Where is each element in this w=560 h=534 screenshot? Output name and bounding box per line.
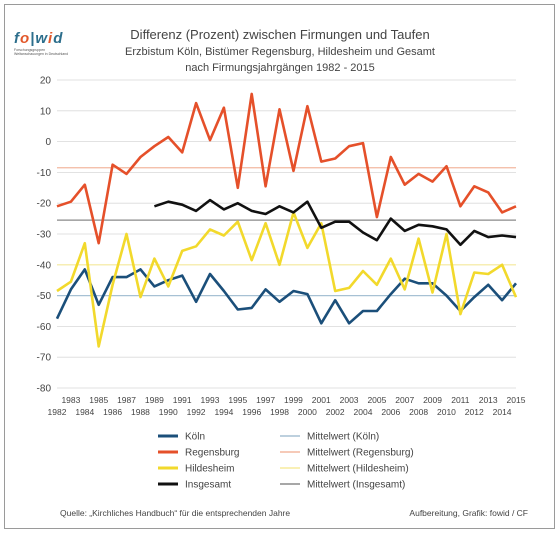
fowid-logo: fo|wid Forschungsgruppen Weltanschauunge…: [14, 30, 74, 56]
legend-label: Mittelwert (Hildesheim): [307, 464, 409, 475]
y-tick-label: -10: [37, 168, 52, 179]
y-tick-label: 0: [45, 137, 51, 148]
x-tick-label: 2004: [354, 407, 373, 417]
legend-label: Mittelwert (Insgesamt): [307, 480, 405, 491]
legend-label: Insgesamt: [185, 480, 231, 491]
logo-wordmark: fo|wid: [14, 30, 64, 47]
y-tick-label: -80: [37, 384, 52, 395]
y-tick-label: -40: [37, 260, 52, 271]
x-tick-label: 1995: [228, 395, 247, 405]
x-tick-label: 1984: [75, 407, 94, 417]
chart-title: Differenz (Prozent) zwischen Firmungen u…: [130, 27, 430, 42]
x-tick-label: 2002: [326, 407, 345, 417]
x-tick-label: 1994: [214, 407, 233, 417]
x-tick-label: 1999: [284, 395, 303, 405]
x-tick-label: 1998: [270, 407, 289, 417]
series-line: [55, 268, 518, 325]
x-tick-label: 2014: [493, 407, 512, 417]
x-tick-label: 1993: [201, 395, 220, 405]
chart-frame: [4, 4, 555, 529]
series-line: [153, 198, 517, 247]
x-tick-label: 2005: [367, 395, 386, 405]
x-tick-label: 1989: [145, 395, 164, 405]
series-line: [56, 92, 517, 245]
x-tick-label: 1996: [242, 407, 261, 417]
x-tick-label: 2006: [381, 407, 400, 417]
x-tick-label: 2001: [312, 395, 331, 405]
x-tick-label: 2015: [507, 395, 526, 405]
x-tick-label: 1985: [89, 395, 108, 405]
x-tick-label: 1986: [103, 407, 122, 417]
chart-subtitle-2: nach Firmungsjahrgängen 1982 - 2015: [185, 62, 375, 74]
legend-label: Köln: [185, 432, 205, 443]
x-tick-label: 2000: [298, 407, 317, 417]
x-tick-label: 2007: [395, 395, 414, 405]
chart-subtitle-1: Erzbistum Köln, Bistümer Regensburg, Hil…: [125, 46, 435, 58]
legend-label: Hildesheim: [185, 464, 234, 475]
legend-label: Mittelwert (Regensburg): [307, 448, 414, 459]
y-tick-label: -50: [37, 291, 52, 302]
legend-label: Mittelwert (Köln): [307, 432, 379, 443]
x-tick-label: 1992: [187, 407, 206, 417]
x-tick-label: 1987: [117, 395, 136, 405]
x-tick-label: 1988: [131, 407, 150, 417]
x-tick-label: 2008: [409, 407, 428, 417]
x-tick-label: 2011: [451, 395, 470, 405]
x-tick-label: 2012: [465, 407, 484, 417]
y-tick-label: 10: [40, 106, 52, 117]
credit-note: Aufbereitung, Grafik: fowid / CF: [409, 508, 528, 518]
x-tick-label: 2010: [437, 407, 456, 417]
x-tick-label: 2013: [479, 395, 498, 405]
y-tick-label: -60: [37, 322, 52, 333]
source-note: Quelle: „Kirchliches Handbuch“ für die e…: [60, 508, 291, 518]
x-tick-label: 2009: [423, 395, 442, 405]
x-tick-label: 1990: [159, 407, 178, 417]
x-tick-label: 1983: [61, 395, 80, 405]
x-tick-label: 1997: [256, 395, 275, 405]
y-tick-label: -20: [37, 199, 52, 210]
series-line: [56, 211, 518, 348]
x-tick-label: 2003: [340, 395, 359, 405]
x-tick-label: 1982: [48, 407, 67, 417]
y-tick-label: -70: [37, 353, 52, 364]
logo-tagline: Forschungsgruppen Weltanschauungen in De…: [14, 48, 69, 56]
legend-label: Regensburg: [185, 448, 239, 459]
x-tick-label: 1991: [173, 395, 192, 405]
y-tick-label: 20: [40, 76, 52, 87]
y-tick-label: -30: [37, 230, 52, 241]
